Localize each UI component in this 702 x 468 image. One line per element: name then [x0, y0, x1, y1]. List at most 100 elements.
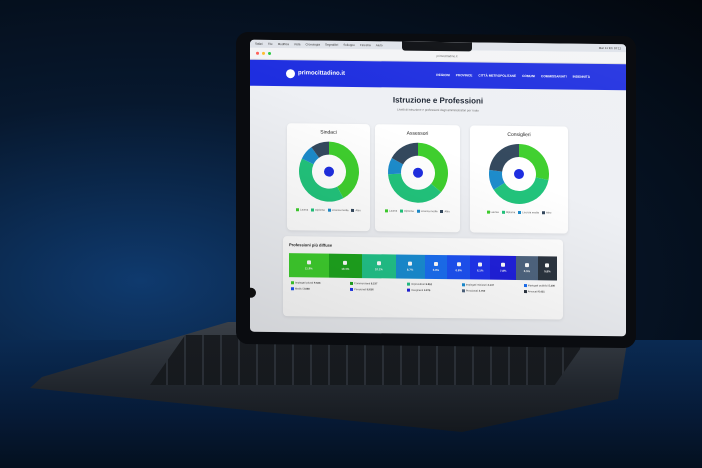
profession-segment[interactable]: 5.8%: [537, 256, 558, 281]
donut-slice-licenza-media[interactable]: [489, 169, 505, 190]
legend-item: Laurea: [486, 210, 499, 214]
profession-value: 4.750: [478, 289, 486, 293]
nav-link[interactable]: REGIONI: [436, 72, 450, 78]
menu-item[interactable]: Cronologia: [305, 42, 320, 47]
legend-item: Laurea: [296, 208, 308, 212]
address-bar[interactable]: primocittadino.it: [436, 53, 458, 58]
profession-label: Pensionati: [465, 289, 478, 293]
profession-legend-item: Avvocati 6.421: [523, 290, 555, 294]
profession-legend-item: Insegnanti 3.875: [407, 288, 432, 293]
donut-slice-altro[interactable]: [310, 141, 329, 158]
profession-value: 8.237: [370, 282, 378, 286]
donut-chart: [298, 141, 359, 202]
zoom-window-button[interactable]: [268, 51, 271, 55]
donut-slice-laurea[interactable]: [519, 143, 549, 180]
nav-link[interactable]: INDENNITÀ: [572, 74, 590, 79]
profession-label: Commercianti: [354, 282, 371, 286]
legend-swatch: [407, 282, 411, 286]
donut-slice-diploma[interactable]: [493, 177, 549, 204]
segment-pct: 10.1%: [341, 266, 350, 271]
professions-card: Professioni più diffuse 11.9% 10.1% 10.1% 8…: [283, 236, 563, 320]
profession-label: Impiegati ministeri: [465, 283, 487, 287]
minimize-window-button[interactable]: [262, 51, 265, 55]
donut-slice-laurea[interactable]: [328, 141, 359, 199]
profession-icon: [478, 262, 483, 267]
donut-chart: [489, 143, 549, 204]
site-logo[interactable]: primocittadino.it: [286, 68, 345, 79]
nav-link[interactable]: COMMISSARIATI: [541, 74, 567, 79]
profession-segment[interactable]: 6.5%: [516, 255, 538, 281]
profession-segment[interactable]: 10.1%: [328, 253, 363, 279]
menu-item[interactable]: Segnalibri: [325, 42, 339, 47]
menu-item[interactable]: Sviluppo: [343, 42, 355, 47]
segment-pct: 6.5%: [523, 269, 531, 274]
legend-swatch: [523, 290, 527, 294]
menu-item[interactable]: File: [267, 41, 273, 46]
nav-link[interactable]: COMUNI: [522, 74, 536, 79]
donut-legend: Laurea Diploma Licenza media Altro: [470, 210, 568, 215]
nav-link[interactable]: PROVINCE: [455, 73, 473, 78]
donut-legend: Laurea Diploma Licenza media Altro: [287, 208, 370, 212]
council-icon: [514, 168, 524, 179]
donut-card-assessori: Assessori Laurea Diploma Licenza media Altro: [375, 124, 460, 233]
legend-swatch: [518, 210, 522, 215]
donut-slice-laurea[interactable]: [417, 142, 448, 193]
logo-icon: [286, 68, 295, 78]
menu-item[interactable]: Safari: [255, 41, 263, 46]
profession-segment[interactable]: 7.8%: [490, 255, 517, 280]
legend-swatch: [291, 281, 294, 285]
profession-segment[interactable]: 6.9%: [424, 254, 448, 280]
profession-icon: [456, 262, 461, 267]
chat-button[interactable]: [250, 287, 256, 298]
legend-item: Diploma: [400, 209, 414, 213]
person-icon: [323, 166, 334, 177]
profession-label: Impiegati privati: [295, 281, 314, 285]
legend-label: Laurea: [490, 210, 499, 214]
profession-segment[interactable]: 11.9%: [289, 253, 329, 278]
legend-swatch: [523, 284, 527, 288]
donut-slice-licenza-media[interactable]: [301, 147, 319, 165]
donut-title: Assessori: [406, 130, 429, 137]
legend-column: Imprenditori 6.852 Insegnanti 3.875: [407, 282, 432, 293]
legend-label: Altro: [444, 210, 450, 214]
nav-link[interactable]: CITTÀ METROPOLITANE: [478, 73, 517, 78]
profession-segment[interactable]: 6.1%: [470, 255, 491, 280]
donut-slice-licenza-media[interactable]: [387, 157, 403, 175]
profession-label: Impiegati pubblici: [527, 284, 548, 288]
profession-legend-item: Commercianti 8.237: [350, 281, 378, 286]
donut-slice-altro[interactable]: [489, 143, 519, 172]
menu-item[interactable]: Vista: [293, 42, 301, 47]
legend-label: Altro: [355, 209, 361, 213]
segment-pct: 5.8%: [544, 269, 551, 274]
donut-slice-altro[interactable]: [391, 142, 418, 165]
legend-label: Diploma: [315, 208, 325, 212]
legend-column: Impiegati privati 9.638 Medici 3.888: [291, 281, 320, 291]
profession-icon: [343, 260, 348, 265]
legend-label: Diploma: [404, 209, 414, 213]
legend-item: Altro: [440, 210, 450, 214]
segment-pct: 10.1%: [374, 267, 383, 272]
camera-notch: [402, 41, 472, 52]
legend-swatch: [461, 289, 465, 293]
menu-item[interactable]: Aiuto: [375, 43, 383, 48]
segment-pct: 11.9%: [304, 266, 313, 271]
donut-slice-diploma[interactable]: [298, 158, 343, 202]
legend-item: Diploma: [311, 208, 325, 212]
segment-pct: 6.1%: [476, 268, 484, 273]
profession-label: Insegnanti: [411, 289, 424, 293]
legend-item: Altro: [541, 211, 551, 215]
legend-column: Impiegati pubblici 5.300 Avvocati 6.421: [523, 284, 555, 294]
donut-slice-diploma[interactable]: [387, 173, 441, 203]
menu-item[interactable]: Modifica: [277, 42, 289, 47]
legend-swatch: [486, 210, 490, 214]
profession-segment[interactable]: 6.8%: [447, 255, 470, 280]
donut-chart: [387, 142, 448, 203]
close-window-button[interactable]: [256, 51, 259, 55]
legend-swatch: [461, 283, 465, 287]
clock: Mar 11 feb 18:11: [598, 45, 621, 51]
profession-segment[interactable]: 8.7%: [395, 254, 425, 279]
profession-value: 6.636: [367, 288, 374, 292]
legend-swatch: [501, 210, 505, 214]
profession-segment[interactable]: 10.1%: [362, 254, 396, 279]
menu-item[interactable]: Finestra: [359, 43, 371, 48]
